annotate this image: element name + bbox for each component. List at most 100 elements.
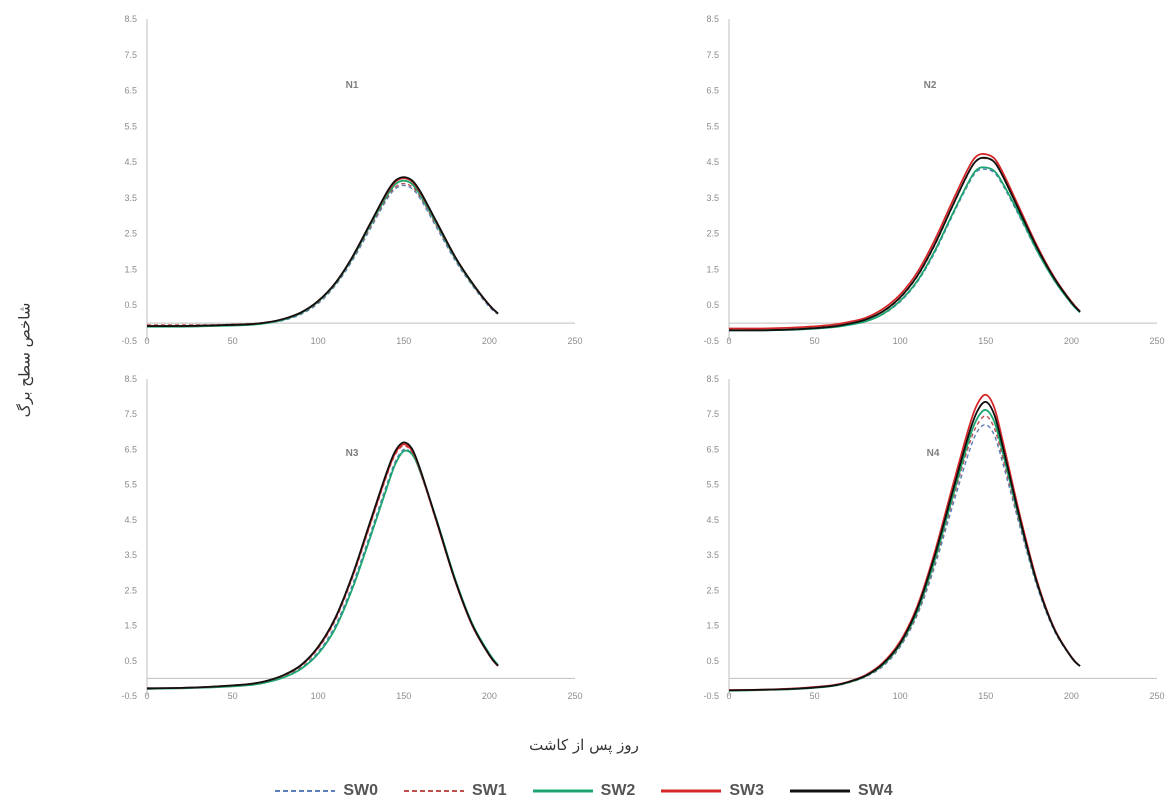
x-tick-label: 200	[482, 336, 497, 346]
panel-n3: -0.5 0.5 1.5 2.5 3.5 4.5 5.5 6.5 7.5 8.5 0 50 100 150…	[121, 374, 582, 701]
legend-swatch-sw0	[275, 790, 336, 792]
x-tick-label: 50	[228, 336, 238, 346]
legend-label-sw3: SW3	[729, 782, 764, 799]
x-tick-label: 150	[396, 336, 411, 346]
x-tick-label: 250	[1149, 336, 1164, 346]
legend-item-sw4: SW4	[790, 782, 893, 800]
panel-title: N3	[346, 448, 359, 459]
y-tick-label: 8.5	[124, 14, 137, 24]
y-tick-label: 5.5	[124, 121, 137, 131]
y-tick-label: 1.5	[706, 621, 719, 631]
panel-n2: -0.5 0.5 1.5 2.5 3.5 4.5 5.5 6.5 7.5 8.5 0 50 100 150…	[703, 14, 1164, 346]
panel-n4: -0.5 0.5 1.5 2.5 3.5 4.5 5.5 6.5 7.5 8.5 0 50 100 150…	[703, 374, 1164, 701]
x-tick-label: 50	[228, 691, 238, 701]
series-line-sw2	[146, 449, 499, 690]
y-tick-label: 3.5	[706, 193, 719, 203]
x-tick-label: 0	[144, 691, 149, 701]
series-line-sw0	[146, 184, 499, 328]
y-tick-label: 3.5	[706, 550, 719, 560]
y-tick-label: 3.5	[124, 550, 137, 560]
series-line-sw1	[728, 157, 1081, 332]
series-line-sw3	[728, 393, 1081, 691]
y-tick-label: 8.5	[124, 374, 137, 384]
y-tick-label: 8.5	[706, 374, 719, 384]
y-tick-label: 2.5	[706, 229, 719, 239]
y-tick-label: 1.5	[124, 264, 137, 274]
y-tick-label: 6.5	[706, 86, 719, 96]
legend-swatch-sw1	[403, 790, 464, 792]
x-tick-label: 150	[396, 691, 411, 701]
series-line-sw0	[728, 424, 1081, 692]
series-line-sw1	[147, 182, 499, 326]
series-line-sw4	[728, 400, 1081, 692]
y-tick-label: 0.5	[706, 656, 719, 666]
y-tick-label: 5.5	[706, 121, 719, 131]
panel-title: N2	[924, 80, 937, 91]
x-tick-label: 100	[311, 336, 326, 346]
x-tick-label: 100	[893, 336, 908, 346]
y-tick-label: 4.5	[706, 157, 719, 167]
legend-label-sw4: SW4	[858, 782, 893, 799]
x-tick-label: 0	[144, 336, 149, 346]
x-tick-label: 250	[567, 691, 582, 701]
legend-item-sw1: SW1	[403, 782, 507, 800]
x-tick-label: 200	[1064, 336, 1079, 346]
legend-label-sw0: SW0	[343, 782, 378, 799]
x-tick-label: 100	[893, 691, 908, 701]
y-tick-label: 6.5	[124, 86, 137, 96]
legend-swatch-sw3	[661, 789, 722, 793]
y-tick-label: 1.5	[124, 621, 137, 631]
legend: SW0 SW1 SW2 SW3 SW4	[0, 782, 1168, 800]
series-line-sw2	[146, 179, 499, 328]
legend-label-sw1: SW1	[471, 782, 507, 799]
y-tick-label: 1.5	[706, 264, 719, 274]
x-tick-label: 150	[978, 336, 993, 346]
x-tick-label: 50	[810, 691, 820, 701]
y-tick-label: 7.5	[124, 50, 137, 60]
y-tick-label: 6.5	[706, 444, 719, 454]
series-line-sw4	[146, 176, 499, 327]
y-tick-label: 5.5	[706, 480, 719, 490]
legend-swatch-sw4	[790, 789, 850, 793]
legend-label-sw2: SW2	[600, 782, 636, 799]
y-tick-label: 0.5	[124, 656, 137, 666]
y-tick-label: 5.5	[124, 480, 137, 490]
y-tick-label: -0.5	[703, 336, 719, 346]
y-tick-label: -0.5	[703, 691, 719, 701]
x-tick-label: 200	[482, 691, 497, 701]
x-tick-label: 200	[1064, 691, 1079, 701]
x-tick-label: 150	[978, 691, 993, 701]
y-tick-label: -0.5	[121, 691, 137, 701]
series-line-sw4	[728, 156, 1081, 332]
x-tick-label: 0	[726, 336, 731, 346]
y-tick-label: 0.5	[124, 300, 137, 310]
y-axis-label-text: شاخص سطح برگ	[15, 302, 34, 418]
legend-item-sw0: SW0	[275, 782, 378, 800]
y-tick-label: 4.5	[124, 515, 137, 525]
y-tick-label: 3.5	[124, 193, 137, 203]
series-line-sw0	[728, 168, 1081, 332]
x-tick-label: 50	[810, 336, 820, 346]
y-tick-label: 4.5	[124, 157, 137, 167]
legend-swatch-sw2	[532, 789, 593, 793]
panel-n1: -0.5 0.5 1.5 2.5 3.5 4.5 5.5 6.5 7.5 8.5 0 50 100 150…	[121, 14, 582, 346]
x-tick-label: 0	[726, 691, 731, 701]
y-tick-label: 8.5	[706, 14, 719, 24]
series-line-sw4	[146, 441, 499, 690]
series-line-sw3	[146, 443, 499, 690]
series-line-sw3	[146, 177, 499, 327]
series-line-sw1	[146, 445, 499, 689]
x-axis-label: روز پس از کاشت	[529, 736, 639, 754]
series-line-sw1	[728, 415, 1081, 692]
y-tick-label: 0.5	[706, 300, 719, 310]
y-tick-label: 4.5	[706, 515, 719, 525]
series-line-sw3	[728, 153, 1081, 330]
y-tick-label: 6.5	[124, 444, 137, 454]
series-line-sw0	[146, 448, 499, 690]
y-tick-label: 7.5	[706, 409, 719, 419]
y-tick-label: 2.5	[124, 229, 137, 239]
series-line-sw2	[728, 166, 1081, 332]
legend-item-sw3: SW3	[661, 782, 764, 800]
panel-title: N1	[346, 80, 359, 91]
y-tick-label: -0.5	[121, 336, 137, 346]
